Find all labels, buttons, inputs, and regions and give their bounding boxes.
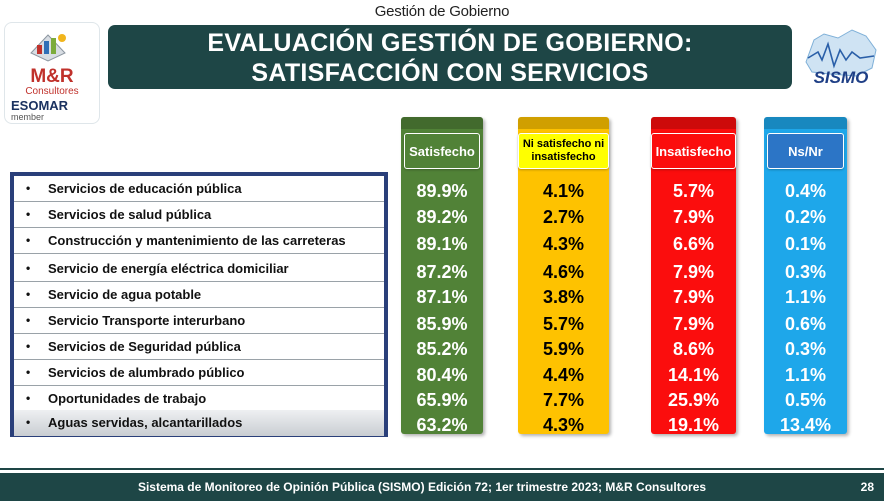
value-nsnr: 13.4% <box>779 415 832 435</box>
value-satisfecho: 89.1% <box>416 234 468 254</box>
page-title-line2: SATISFACCIÓN CON SERVICIOS <box>251 59 649 87</box>
section-title: Gestión de Gobierno <box>374 3 510 20</box>
value-insatisfecho: 14.1% <box>667 365 720 385</box>
service-row: • Oportunidades de trabajo <box>14 386 384 412</box>
value-ni-satisfecho: 3.8% <box>542 287 585 307</box>
value-insatisfecho: 25.9% <box>667 390 720 410</box>
page-title-line1: EVALUACIÓN GESTIÓN DE GOBIERNO: <box>207 29 693 57</box>
value-nsnr: 0.6% <box>784 314 827 334</box>
value-insatisfecho: 19.1% <box>667 415 720 435</box>
bullet-icon: • <box>26 313 31 327</box>
value-satisfecho: 89.2% <box>416 207 468 227</box>
service-label: Oportunidades de trabajo <box>48 391 207 406</box>
insatisfecho-column-ribbon <box>651 117 736 434</box>
value-nsnr: 0.2% <box>784 207 827 227</box>
value-ni-satisfecho: 4.1% <box>542 181 585 201</box>
value-insatisfecho: 7.9% <box>672 207 715 227</box>
column-header-satisfecho: Satisfecho <box>404 133 480 169</box>
service-row: • Servicios de salud pública <box>14 202 384 228</box>
sismo-logo-text: SISMO <box>814 68 869 87</box>
bullet-icon: • <box>26 261 31 275</box>
service-label: Servicios de salud pública <box>48 207 212 222</box>
service-row: • Aguas servidas, alcantarillados <box>14 410 384 436</box>
value-satisfecho: 80.4% <box>416 365 468 385</box>
value-satisfecho: 85.9% <box>416 314 468 334</box>
service-row: • Construcción y mantenimiento de las car… <box>14 228 384 254</box>
value-ni-satisfecho: 4.3% <box>542 415 585 435</box>
bullet-icon: • <box>26 181 31 195</box>
value-insatisfecho: 7.9% <box>672 287 715 307</box>
bullet-icon: • <box>26 365 31 379</box>
footer-source: Sistema de Monitoreo de Opinión Pública … <box>137 480 707 494</box>
value-satisfecho: 63.2% <box>416 415 468 435</box>
sismo-logo: SISMO <box>805 29 877 87</box>
mr-logo-mark-icon <box>30 34 66 62</box>
mr-consultores-logo: M&R Consultores ESOMAR member <box>4 22 100 124</box>
bullet-icon: • <box>26 415 31 429</box>
value-ni-satisfecho: 2.7% <box>542 207 585 227</box>
value-insatisfecho: 8.6% <box>672 339 715 359</box>
value-nsnr: 0.5% <box>784 390 827 410</box>
value-nsnr: 0.4% <box>784 181 827 201</box>
value-satisfecho: 87.2% <box>416 262 468 282</box>
value-nsnr: 1.1% <box>784 365 827 385</box>
page-number: 28 <box>860 480 874 494</box>
mr-logo-sub: Consultores <box>25 86 79 97</box>
value-satisfecho: 87.1% <box>416 287 468 307</box>
value-insatisfecho: 7.9% <box>672 262 715 282</box>
value-nsnr: 0.1% <box>784 234 827 254</box>
value-satisfecho: 85.2% <box>416 339 468 359</box>
ni-satisfecho-column-ribbon <box>518 117 609 434</box>
service-label: Servicios de alumbrado público <box>48 365 245 380</box>
value-nsnr: 0.3% <box>784 339 827 359</box>
service-row: • Servicio de agua potable <box>14 282 384 308</box>
value-ni-satisfecho: 4.4% <box>542 365 585 385</box>
satisfecho-column-ribbon <box>401 117 483 434</box>
service-row: • Servicio de energía eléctrica domicilia… <box>14 256 384 282</box>
column-header-insatisfecho: Insatisfecho <box>651 133 736 169</box>
value-ni-satisfecho: 5.9% <box>542 339 585 359</box>
title-banner: EVALUACIÓN GESTIÓN DE GOBIERNO: SATISFAC… <box>108 25 792 89</box>
service-row: • Servicios de Seguridad pública <box>14 334 384 360</box>
value-satisfecho: 89.9% <box>416 181 468 201</box>
column-header-nsnr: Ns/Nr <box>767 133 844 169</box>
bullet-icon: • <box>26 391 31 405</box>
bullet-icon: • <box>26 287 31 301</box>
service-label: Servicio de agua potable <box>48 287 202 302</box>
value-insatisfecho: 6.6% <box>672 234 715 254</box>
value-nsnr: 1.1% <box>784 287 827 307</box>
service-label: Servicio Transporte interurbano <box>48 313 246 328</box>
column-header-ni-satisfecho: Ni satisfecho ni insatisfecho <box>518 133 609 169</box>
footer-bar: Sistema de Monitoreo de Opinión Pública … <box>0 473 884 501</box>
service-label: Construcción y mantenimiento de las carr… <box>48 233 346 248</box>
value-satisfecho: 65.9% <box>416 390 468 410</box>
service-label: Servicios de Seguridad pública <box>48 339 241 354</box>
value-ni-satisfecho: 4.6% <box>542 262 585 282</box>
value-ni-satisfecho: 4.3% <box>542 234 585 254</box>
bullet-icon: • <box>26 233 31 247</box>
service-label: Servicio de energía eléctrica domiciliar <box>48 261 289 276</box>
value-nsnr: 0.3% <box>784 262 827 282</box>
service-row: • Servicio Transporte interurbano <box>14 308 384 334</box>
value-insatisfecho: 7.9% <box>672 314 715 334</box>
value-ni-satisfecho: 5.7% <box>542 314 585 334</box>
service-label: Aguas servidas, alcantarillados <box>48 415 243 430</box>
bullet-icon: • <box>26 339 31 353</box>
bullet-icon: • <box>26 207 31 221</box>
footer-divider <box>0 468 884 470</box>
esomar-member-label: member <box>11 112 45 122</box>
value-insatisfecho: 5.7% <box>672 181 715 201</box>
nsnr-column-ribbon <box>764 117 847 434</box>
service-row: • Servicios de educación pública <box>14 176 384 202</box>
mr-logo-name: M&R <box>30 66 74 87</box>
esomar-label: ESOMAR <box>11 98 69 113</box>
value-ni-satisfecho: 7.7% <box>542 390 585 410</box>
service-row: • Servicios de alumbrado público <box>14 360 384 386</box>
service-label: Servicios de educación pública <box>48 181 242 196</box>
